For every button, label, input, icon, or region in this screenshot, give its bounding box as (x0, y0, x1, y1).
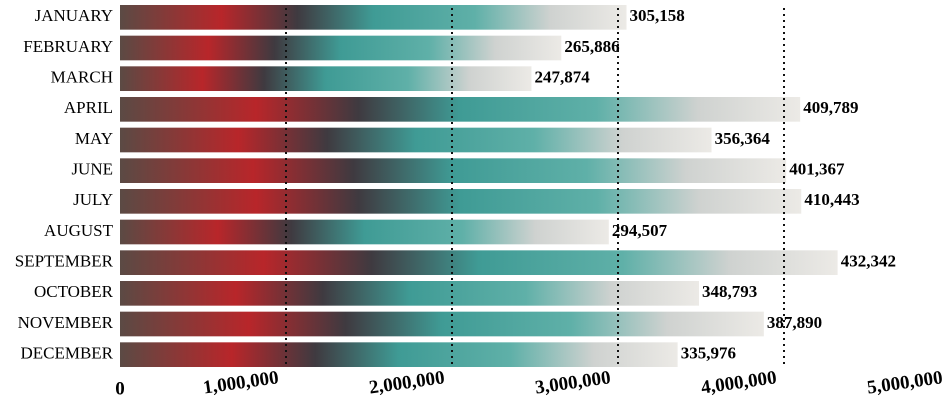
value-label: 356,364 (715, 129, 771, 148)
y-tick-label: SEPTEMBER (15, 252, 114, 271)
plot-background (120, 0, 952, 372)
value-label: 387,890 (767, 313, 822, 332)
value-label-box (711, 127, 804, 153)
value-label-box (786, 158, 879, 183)
value-label-box (800, 97, 893, 122)
value-label: 265,886 (564, 37, 619, 56)
bar (120, 5, 627, 30)
value-label-box (837, 250, 930, 275)
y-tick-label: AUGUST (44, 221, 114, 240)
value-label-box (608, 219, 701, 245)
value-label: 410,443 (804, 190, 859, 209)
value-label: 335,976 (681, 344, 736, 363)
y-tick-label: NOVEMBER (18, 313, 114, 332)
bar (120, 127, 712, 153)
value-label-box (531, 66, 624, 91)
bar (120, 97, 801, 122)
bar (120, 66, 532, 91)
y-tick-label: JUNE (71, 160, 113, 179)
y-tick-label: MAY (75, 129, 113, 148)
value-label-box (561, 35, 654, 61)
value-label-box (677, 342, 770, 367)
bar (120, 281, 699, 306)
bar (120, 219, 609, 245)
value-label: 247,874 (534, 68, 590, 87)
bar (120, 158, 787, 183)
value-label-box (763, 311, 856, 337)
y-tick-label: JANUARY (35, 6, 113, 25)
bar (120, 35, 562, 61)
value-label-box (626, 5, 719, 30)
bar (120, 342, 678, 367)
bar (120, 311, 764, 337)
y-tick-label: JULY (73, 190, 113, 209)
bar (120, 250, 838, 275)
value-label: 401,367 (789, 160, 845, 179)
value-label: 348,793 (702, 282, 757, 301)
y-tick-label: DECEMBER (20, 344, 113, 363)
y-tick-label: MARCH (51, 68, 113, 87)
bar (120, 189, 802, 214)
value-label: 432,342 (841, 252, 896, 271)
value-label-box (698, 281, 791, 306)
y-tick-label: FEBRUARY (23, 37, 113, 56)
value-label: 409,789 (803, 98, 858, 117)
y-tick-label: APRIL (64, 98, 113, 117)
value-label-box (801, 189, 894, 214)
x-tick-label: 0 (115, 378, 125, 399)
y-tick-label: OCTOBER (34, 282, 114, 301)
value-label: 294,507 (612, 221, 668, 240)
value-label: 305,158 (630, 6, 685, 25)
